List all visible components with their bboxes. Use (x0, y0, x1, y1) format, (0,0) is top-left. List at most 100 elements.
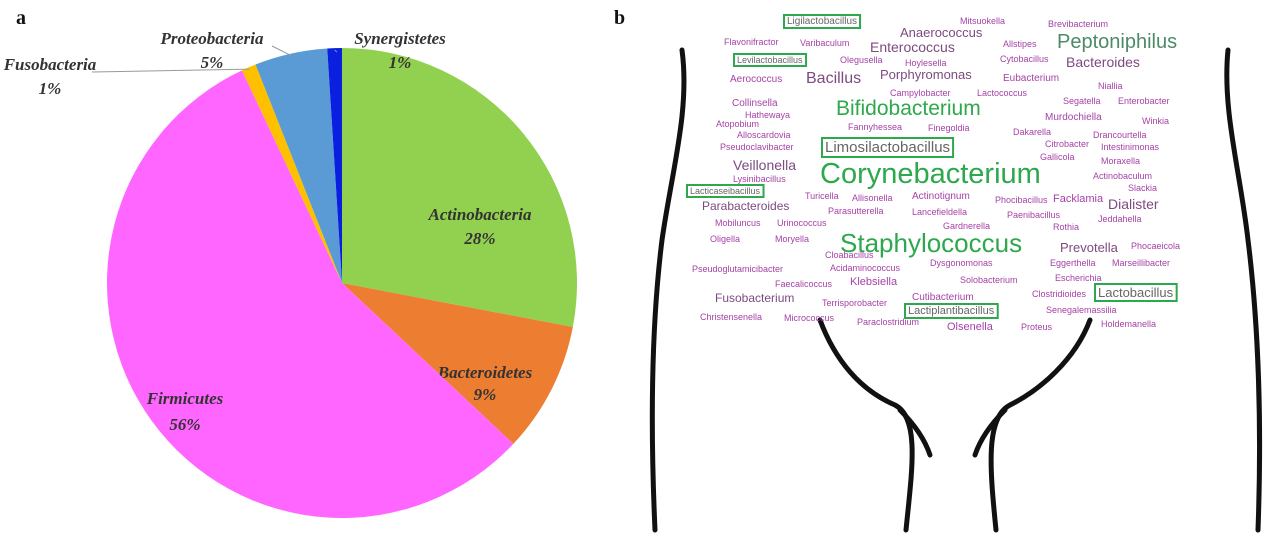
word: Lacticaseibacillus (690, 186, 761, 196)
word: Lactobacillus (1098, 285, 1174, 300)
word: Levilactobacillus (737, 55, 803, 65)
word: Collinsella (732, 98, 778, 109)
word: Marseillibacter (1112, 258, 1170, 268)
slice-value-label: 5% (201, 53, 224, 72)
slice-value-label: 1% (389, 53, 412, 72)
slice-label: Proteobacteria (160, 29, 264, 48)
word: Phocaeicola (1131, 241, 1180, 251)
word: Brevibacterium (1048, 19, 1108, 29)
word: Paenibacillus (1007, 210, 1061, 220)
word: Allstipes (1003, 39, 1037, 49)
word: Phocibacillus (995, 195, 1048, 205)
word: Cytobacillus (1000, 54, 1049, 64)
word: Gallicola (1040, 152, 1075, 162)
word: Anaerococcus (900, 25, 983, 40)
word: Murdochiella (1045, 112, 1102, 123)
word: Acidaminococcus (830, 263, 901, 273)
word: Holdemanella (1101, 319, 1156, 329)
word: Porphyromonas (880, 67, 972, 82)
word: Enterobacter (1118, 96, 1170, 106)
word: Cutibacterium (912, 292, 974, 303)
word: Bifidobacterium (836, 97, 981, 120)
word: Faecalicoccus (775, 279, 833, 289)
word: Enterococcus (870, 39, 955, 55)
word: Lancefieldella (912, 207, 967, 217)
word: Turicella (805, 191, 839, 201)
word: Niallia (1098, 81, 1123, 91)
word: Oligella (710, 234, 740, 244)
word: Bacillus (806, 70, 861, 87)
word: Atopobium (716, 119, 759, 129)
word: Flavonifractor (724, 37, 779, 47)
word: Peptoniphilus (1057, 31, 1177, 53)
word: Intestinimonas (1101, 142, 1160, 152)
word: Olegusella (840, 55, 883, 65)
word: Allisonella (852, 193, 893, 203)
slice-label: Firmicutes (146, 389, 224, 408)
panel-label: a (16, 7, 26, 29)
word: Klebsiella (850, 276, 898, 288)
word: Segatella (1063, 96, 1101, 106)
word: Cloabacillus (825, 250, 874, 260)
slice-value-label: 1% (39, 79, 62, 98)
word: Alloscardovia (737, 130, 791, 140)
word: Bacteroides (1066, 54, 1140, 70)
word: Clostridioides (1032, 289, 1087, 299)
word: Dysgonomonas (930, 258, 993, 268)
word: Lysinibacillus (733, 174, 786, 184)
word: Dialister (1108, 196, 1159, 212)
word: Urinococcus (777, 218, 827, 228)
word: Micrococcus (784, 313, 835, 323)
word: Fannyhessea (848, 122, 902, 132)
word: Christensenella (700, 312, 762, 322)
figure: a b Actinobacteria 28% Bacteroidetes 9% Firm… (0, 0, 1272, 537)
word: Facklamia (1053, 193, 1104, 205)
word: Eggerthella (1050, 258, 1096, 268)
word: Prevotella (1060, 240, 1119, 255)
word: Veillonella (733, 157, 796, 173)
word: Lactococcus (977, 88, 1028, 98)
word: Winkia (1142, 116, 1169, 126)
word: Lactiplantibacillus (908, 305, 995, 317)
word: Olsenella (947, 321, 994, 333)
word: Parasutterella (828, 206, 884, 216)
word: Senegalemassilia (1046, 305, 1117, 315)
word: Actinobaculum (1093, 171, 1152, 181)
word: Drancourtella (1093, 130, 1147, 140)
word: Finegoldia (928, 123, 970, 133)
leader-line (92, 69, 249, 72)
word: Dakarella (1013, 127, 1051, 137)
word: Slackia (1128, 183, 1157, 193)
word: Citrobacter (1045, 139, 1089, 149)
pie-slice (342, 48, 577, 327)
word: Moryella (775, 234, 809, 244)
word: Aerococcus (730, 74, 782, 85)
word: Pseudoclavibacter (720, 142, 794, 152)
word: Limosilactobacillus (825, 139, 950, 156)
word: Moraxella (1101, 156, 1140, 166)
word: Proteus (1021, 322, 1053, 332)
word: Terrisporobacter (822, 298, 887, 308)
slice-value-label: 28% (463, 229, 495, 248)
word: Eubacterium (1003, 73, 1059, 84)
leader-line (272, 46, 291, 56)
word: Jeddahella (1098, 214, 1142, 224)
word: Solobacterium (960, 275, 1018, 285)
word: Fusobacterium (715, 291, 794, 305)
word: Pseudoglutamicibacter (692, 264, 783, 274)
word: Escherichia (1055, 273, 1102, 283)
word: Mobiluncus (715, 218, 761, 228)
word: Paraclostridium (857, 317, 919, 327)
word: Actinotignum (912, 191, 970, 202)
slice-label: Fusobacteria (3, 55, 97, 74)
slice-value-label: 9% (474, 385, 497, 404)
slice-label: Bacteroidetes (437, 363, 533, 382)
word: Varibaculum (800, 38, 849, 48)
word: Corynebacterium (820, 158, 1041, 190)
word: Parabacteroides (702, 199, 789, 213)
word: Ligilactobacillus (787, 16, 857, 27)
panel-label: b (614, 7, 625, 29)
slice-label: Synergistetes (354, 29, 446, 48)
slice-value-label: 56% (169, 415, 200, 434)
slice-label: Actinobacteria (428, 205, 532, 224)
